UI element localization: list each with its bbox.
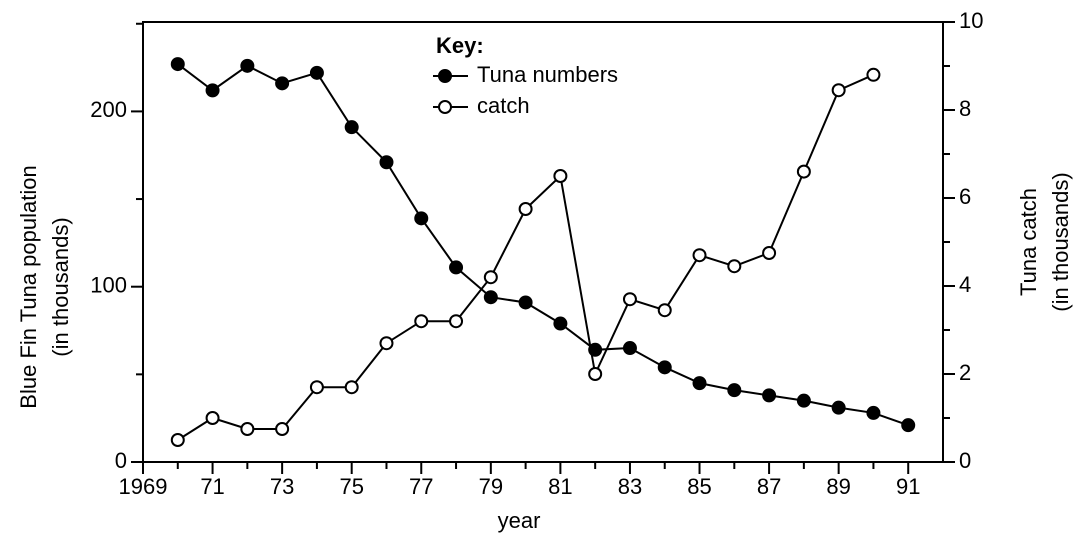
series-line bbox=[177, 63, 909, 427]
data-point bbox=[692, 376, 707, 391]
data-point bbox=[449, 314, 464, 329]
data-point bbox=[796, 393, 811, 408]
data-point bbox=[379, 336, 394, 351]
data-point bbox=[518, 202, 533, 216]
data-point bbox=[657, 360, 672, 375]
y-tick-label: 100 bbox=[90, 273, 127, 298]
data-point bbox=[414, 314, 429, 329]
data-point bbox=[344, 120, 359, 135]
legend-label: catch bbox=[477, 93, 530, 118]
x-tick-label: 81 bbox=[548, 474, 572, 499]
plot-frame bbox=[142, 21, 944, 463]
y2-tick-label: 6 bbox=[959, 184, 971, 209]
data-point bbox=[866, 405, 881, 420]
data-point bbox=[622, 341, 637, 356]
legend-label: Tuna numbers bbox=[477, 62, 618, 87]
data-point bbox=[275, 76, 290, 91]
data-point bbox=[309, 380, 324, 395]
data-point bbox=[483, 290, 498, 305]
y-axis-label: Blue Fin Tuna population (in thousands) bbox=[16, 165, 73, 408]
data-point bbox=[379, 155, 394, 170]
x-tick-label: 89 bbox=[826, 474, 850, 499]
data-point bbox=[831, 400, 846, 415]
data-point bbox=[657, 303, 672, 318]
y-axis-label-line: Blue Fin Tuna population bbox=[16, 165, 41, 408]
data-point bbox=[553, 316, 568, 331]
y2-tick-label: 10 bbox=[959, 8, 983, 33]
data-point bbox=[518, 295, 533, 310]
y2-tick-label: 8 bbox=[959, 96, 971, 121]
data-point bbox=[170, 57, 185, 72]
data-point bbox=[240, 422, 255, 436]
y-axis-label-line: (in thousands) bbox=[48, 217, 73, 356]
data-point bbox=[553, 169, 568, 183]
data-point bbox=[205, 411, 220, 425]
y2-axis-label: Tuna catch (in thousands) bbox=[1016, 172, 1073, 311]
data-point bbox=[866, 67, 881, 82]
x-tick-label: 71 bbox=[200, 474, 224, 499]
y2-tick-label: 2 bbox=[959, 360, 971, 385]
y2-axis-label-line: (in thousands) bbox=[1048, 172, 1073, 311]
x-axis-label: year bbox=[498, 508, 541, 533]
legend-marker bbox=[438, 100, 452, 114]
data-point bbox=[727, 259, 742, 274]
data-point bbox=[414, 211, 429, 226]
y2-tick-label: 4 bbox=[959, 272, 971, 297]
data-point bbox=[240, 58, 255, 73]
data-point bbox=[483, 270, 498, 285]
x-tick-label: 91 bbox=[896, 474, 920, 499]
x-tick-label: 77 bbox=[409, 474, 433, 499]
x-tick-label: 79 bbox=[479, 474, 503, 499]
x-tick-label: 1969 bbox=[119, 474, 168, 499]
data-point bbox=[762, 246, 777, 260]
x-tick-label: 87 bbox=[757, 474, 781, 499]
legend-title: Key: bbox=[436, 33, 484, 58]
data-point bbox=[588, 367, 603, 381]
x-tick-label: 75 bbox=[339, 474, 363, 499]
data-point bbox=[205, 83, 220, 98]
data-point bbox=[692, 248, 707, 263]
data-point bbox=[762, 388, 777, 403]
data-point bbox=[796, 164, 811, 179]
x-tick-label: 83 bbox=[618, 474, 642, 499]
x-tick-label: 73 bbox=[270, 474, 294, 499]
y-tick-label: 0 bbox=[115, 448, 127, 473]
data-point bbox=[344, 380, 359, 395]
data-point bbox=[170, 433, 185, 447]
legend-marker bbox=[438, 69, 452, 83]
data-point bbox=[275, 422, 290, 436]
data-point bbox=[449, 260, 464, 275]
data-point bbox=[831, 83, 846, 98]
x-tick-label: 85 bbox=[687, 474, 711, 499]
y-tick-label: 200 bbox=[90, 97, 127, 122]
data-point bbox=[727, 383, 742, 398]
data-point bbox=[309, 65, 324, 80]
y2-tick-label: 0 bbox=[959, 448, 971, 473]
data-point bbox=[901, 418, 916, 433]
data-point bbox=[622, 292, 637, 307]
y2-axis-label-line: Tuna catch bbox=[1016, 188, 1041, 296]
